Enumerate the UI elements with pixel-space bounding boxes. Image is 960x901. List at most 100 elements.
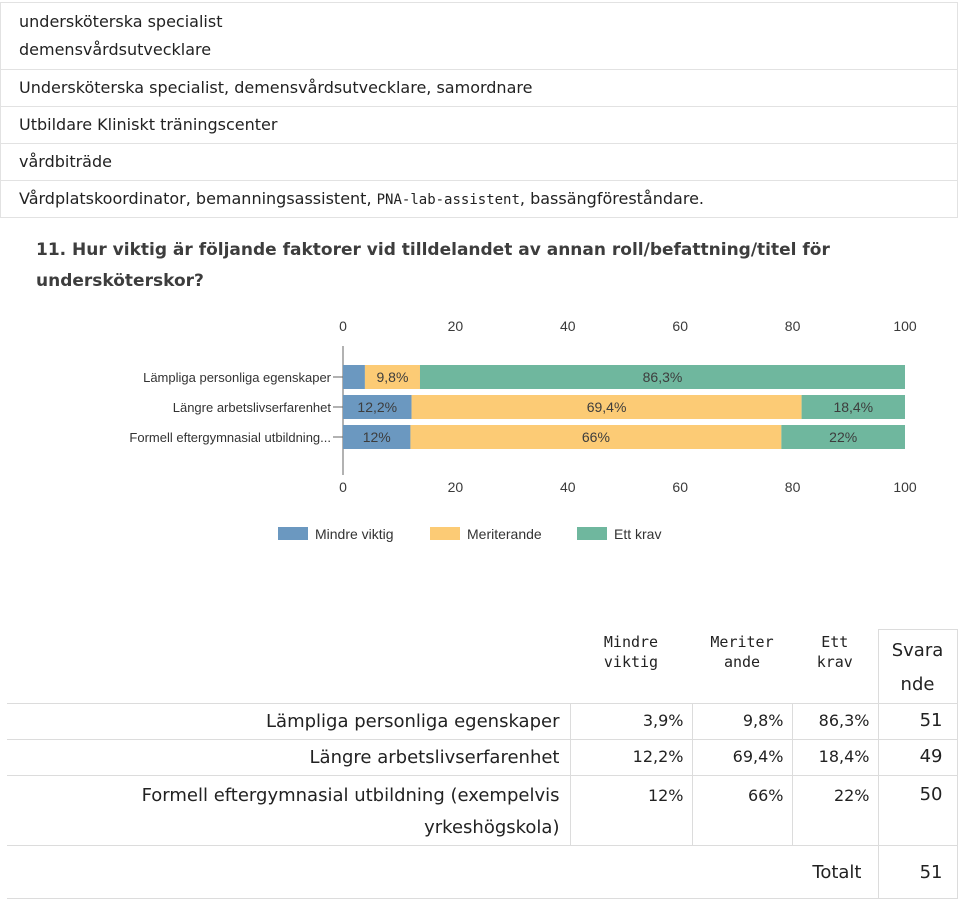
answer-text: Undersköterska specialist, demensvårdsut…: [19, 78, 533, 97]
answer-list: undersköterska specialist demensvårdsutv…: [0, 2, 958, 218]
answer-text: Utbildare Kliniskt träningscenter: [19, 115, 278, 134]
stacked-bar-chart: 11. Hur viktig är följande faktorer vid …: [36, 240, 917, 542]
cell-mindre: 12,2%: [569, 739, 693, 776]
header-text: viktig: [603, 652, 659, 671]
cell-krav: 22%: [791, 775, 879, 846]
category-label: Lämpliga personliga egenskaper: [143, 370, 332, 385]
answer-cell: undersköterska specialist demensvårdsutv…: [0, 2, 958, 70]
header-text: Svara: [891, 640, 944, 661]
header-mindre-viktig: Mindre viktig: [570, 630, 692, 704]
x-axis-bottom: 0 20 40 60 80 100: [339, 479, 917, 495]
bar-segment: [364, 365, 420, 389]
cell-meriter: 69,4%: [691, 739, 793, 776]
x-tick-label: 20: [448, 318, 464, 334]
category-label: Längre arbetslivserfarenhet: [173, 400, 332, 415]
x-tick-label: 20: [448, 479, 464, 495]
answer-row: vårdbiträde: [0, 143, 958, 181]
category-label: Formell eftergymnasial utbildning...: [129, 430, 331, 445]
x-tick-label: 100: [893, 479, 917, 495]
legend-swatch: [430, 527, 460, 540]
row-label: Längre arbetslivserfarenhet: [7, 739, 570, 776]
x-tick-label: 40: [560, 479, 576, 495]
data-label: 9,8%: [376, 369, 408, 385]
row-label-text: yrkeshögskola): [424, 817, 560, 838]
header-ett-krav: Ett krav: [792, 630, 878, 704]
answer-cell: Undersköterska specialist, demensvårdsut…: [0, 69, 958, 107]
bar-segment: [419, 365, 905, 389]
bar-segment: [411, 395, 802, 419]
legend-label: Ett krav: [614, 526, 661, 542]
answer-row: undersköterska specialist demensvårdsutv…: [0, 2, 958, 70]
table-row: Längre arbetslivserfarenhet 12,2% 69,4% …: [7, 739, 958, 776]
total-value: 51: [877, 845, 958, 899]
chart-title: 11. Hur viktig är följande faktorer vid …: [36, 240, 830, 260]
x-tick-label: 100: [893, 318, 917, 334]
header-meriterande: Meriter ande: [692, 630, 792, 704]
cell-mindre: 3,9%: [569, 703, 693, 740]
x-tick-label: 80: [785, 479, 801, 495]
cell-meriter: 66%: [691, 775, 793, 846]
bars: 9,8% 86,3% 12,2% 69,4% 18,4% 12% 66% 22%: [343, 365, 905, 449]
answer-text: demensvårdsutvecklare: [19, 40, 212, 59]
row-label-text: Lämpliga personliga egenskaper: [266, 710, 560, 732]
header-text: Mindre: [603, 632, 659, 651]
x-tick-label: 0: [339, 318, 347, 334]
answer-text: Vårdplatskoordinator, bemanningsassisten…: [19, 188, 377, 208]
header-text: Ett: [821, 632, 849, 651]
header-text: nde: [900, 674, 935, 695]
answer-text: undersköterska specialist: [19, 12, 223, 31]
bar-segment: [410, 425, 782, 449]
category-labels: Lämpliga personliga egenskaper Längre arb…: [129, 370, 343, 445]
x-axis-top: 0 20 40 60 80 100: [339, 318, 917, 334]
cell-svarande: 49: [877, 739, 958, 776]
header-text: ande: [723, 652, 761, 671]
row-label: Formell eftergymnasial utbildning (exemp…: [7, 775, 570, 846]
x-tick-label: 60: [672, 318, 688, 334]
answer-text: PNA-lab-assistent: [376, 191, 520, 208]
header-empty: [7, 630, 570, 704]
data-label: 12%: [363, 429, 391, 445]
x-tick-label: 40: [560, 318, 576, 334]
x-tick-label: 0: [339, 479, 347, 495]
data-label: 66%: [582, 429, 610, 445]
bar-segment: [343, 425, 411, 449]
summary-header-row: Mindre viktig Meriter ande Ett krav Svara nd…: [7, 629, 958, 704]
cell-svarande: 51: [877, 703, 958, 740]
legend-swatch: [577, 527, 607, 540]
answer-row: Vårdplatskoordinator, bemanningsassisten…: [0, 180, 958, 218]
cell-krav: 86,3%: [791, 703, 879, 740]
legend-label: Meriterande: [467, 526, 542, 542]
header-text: Meriter: [710, 632, 774, 651]
legend-swatch: [278, 527, 308, 540]
summary-table: Mindre viktig Meriter ande Ett krav Svara nd…: [7, 629, 958, 899]
answer-cell: vårdbiträde: [0, 143, 958, 181]
data-label: 69,4%: [587, 399, 627, 415]
bar-segment: [781, 425, 905, 449]
total-label: Totalt: [7, 845, 878, 899]
bar-segment: [343, 365, 365, 389]
answer-text: vårdbiträde: [19, 152, 112, 171]
table-row: Lämpliga personliga egenskaper 3,9% 9,8%…: [7, 703, 958, 740]
legend-label: Mindre viktig: [315, 526, 394, 542]
answer-cell: Vårdplatskoordinator, bemanningsassisten…: [0, 180, 958, 218]
row-label: Lämpliga personliga egenskaper: [7, 703, 570, 740]
cell-mindre: 12%: [569, 775, 693, 846]
data-label: 22%: [829, 429, 857, 445]
answer-cell: Utbildare Kliniskt träningscenter: [0, 106, 958, 144]
cell-meriter: 9,8%: [691, 703, 793, 740]
table-row: Formell eftergymnasial utbildning (exemp…: [7, 775, 958, 846]
header-text: krav: [816, 652, 853, 671]
legend: Mindre viktig Meriterande Ett krav: [278, 526, 661, 542]
row-label-text: Längre arbetslivserfarenhet: [309, 746, 560, 768]
bar-segment: [343, 395, 412, 419]
answer-text: , bassängföreståndare.: [519, 188, 704, 208]
answer-row: Utbildare Kliniskt träningscenter: [0, 106, 958, 144]
chart-title: undersköterskor?: [36, 271, 204, 291]
x-tick-label: 60: [672, 479, 688, 495]
data-label: 86,3%: [643, 369, 683, 385]
cell-krav: 18,4%: [791, 739, 879, 776]
answer-row: Undersköterska specialist, demensvårdsut…: [0, 69, 958, 107]
header-svarande: Svara nde: [877, 629, 958, 704]
bar-segment: [801, 395, 905, 419]
cell-svarande: 50: [877, 775, 958, 846]
